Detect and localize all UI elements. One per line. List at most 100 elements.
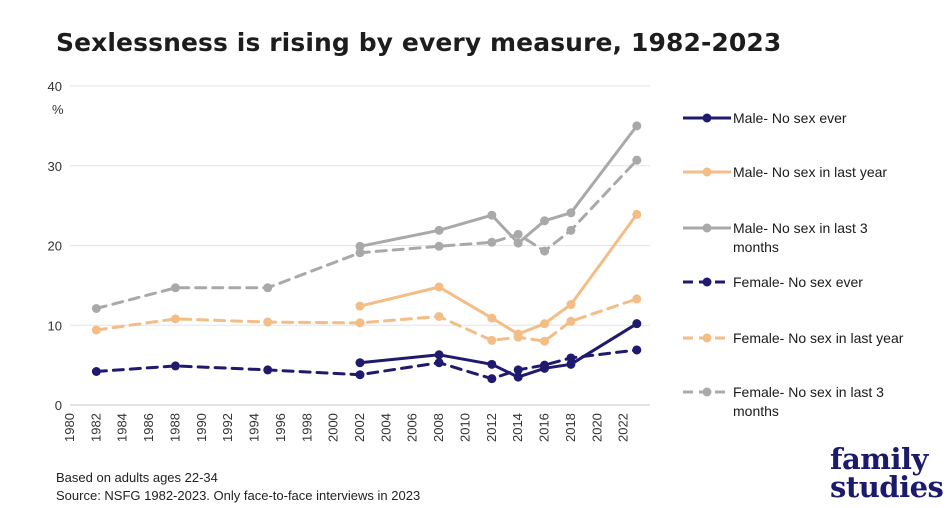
x-tick-label-2010: 2010 (457, 413, 472, 442)
footnote-sample: Based on adults ages 22-34 (56, 470, 218, 485)
legend-label-1: Male- No sex ever (733, 110, 847, 126)
brand-logo-studies: studies (830, 470, 944, 504)
data-point-s2-2002 (355, 301, 365, 311)
data-point-s1-2002 (355, 358, 365, 368)
x-tick-label-2020: 2020 (589, 413, 604, 442)
data-point-s4-1988 (170, 361, 180, 371)
x-tick-label-1984: 1984 (115, 413, 130, 442)
data-point-s1-2018 (566, 359, 576, 369)
x-tick-label-2016: 2016 (537, 413, 552, 442)
data-point-s6-1982 (91, 304, 101, 314)
data-point-s6-2014 (513, 229, 523, 239)
data-point-s4-1982 (91, 367, 101, 377)
x-tick-label-1988: 1988 (167, 413, 182, 442)
data-point-s1-2023 (632, 319, 642, 329)
data-point-s5-2012 (487, 335, 497, 345)
x-tick-label-1990: 1990 (194, 413, 209, 442)
data-point-s6-2023 (632, 155, 642, 165)
x-tick-label-1996: 1996 (273, 413, 288, 442)
data-point-s1-2008 (434, 350, 444, 360)
data-point-s2-2016 (540, 319, 550, 329)
legend-marker-1 (702, 113, 712, 123)
data-point-s4-2023 (632, 345, 642, 355)
x-tick-label-2004: 2004 (378, 413, 393, 442)
legend-marker-3 (702, 223, 712, 233)
data-point-s5-2016 (540, 336, 550, 346)
axes: 0 10 20 30 40% 1980 1982 1984 1986 1988 1990 1992 19… (48, 79, 631, 442)
x-tick-label-2014: 2014 (510, 413, 525, 442)
data-point-s3-2012 (487, 210, 497, 220)
data-point-s5-1982 (91, 325, 101, 335)
brand-logo-family: family (830, 442, 928, 476)
x-tick-label-2012: 2012 (484, 413, 499, 442)
data-point-s6-1995 (263, 283, 273, 293)
y-axis-unit-label: % (52, 102, 64, 117)
chart-title: Sexlessness is rising by every measure, … (56, 28, 782, 57)
data-point-s4-2014 (513, 365, 523, 375)
legend-label-6: Female- No sex in last 3 (733, 384, 884, 400)
data-point-s3-2008 (434, 225, 444, 235)
data-point-s6-2016 (540, 246, 550, 256)
legend-label-3-line2: months (733, 239, 779, 255)
data-point-s1-2012 (487, 359, 497, 369)
footnote-source: Source: NSFG 1982-2023. Only face-to-fac… (56, 488, 421, 503)
legend-marker-5 (702, 333, 712, 343)
data-point-s5-1995 (263, 317, 273, 327)
data-point-s2-2023 (632, 209, 642, 219)
y-tick-label-40: 40 (48, 79, 62, 94)
series-line-2 (358, 212, 639, 336)
data-point-s3-2016 (540, 216, 550, 226)
data-point-s1-2014 (513, 372, 523, 382)
y-tick-label-10: 10 (48, 318, 62, 333)
x-tick-label-2006: 2006 (405, 413, 420, 442)
data-point-s3-2023 (632, 121, 642, 131)
x-tick-label-2022: 2022 (616, 413, 631, 442)
data-point-s3-2018 (566, 208, 576, 218)
data-point-s6-2002 (355, 248, 365, 258)
legend-label-5: Female- No sex in last year (733, 330, 904, 346)
data-point-s4-2008 (434, 358, 444, 368)
legend-label-4: Female- No sex ever (733, 274, 863, 290)
data-point-s5-1988 (170, 314, 180, 324)
series-line-4 (94, 348, 639, 381)
x-tick-label-2008: 2008 (431, 413, 446, 442)
data-point-s2-2008 (434, 282, 444, 292)
x-tick-label-2018: 2018 (563, 413, 578, 442)
x-tick-label-1998: 1998 (299, 413, 314, 442)
legend-label-3: Male- No sex in last 3 (733, 220, 868, 236)
data-point-s3-2002 (355, 241, 365, 251)
data-point-s6-1988 (170, 283, 180, 293)
legend-label-6-line2: months (733, 403, 779, 419)
data-point-s5-2002 (355, 318, 365, 328)
data-point-s3-2014 (513, 238, 523, 248)
data-point-s5-2014 (513, 332, 523, 342)
data-point-s2-2018 (566, 300, 576, 310)
series-line-3 (358, 124, 639, 248)
data-point-s6-2008 (434, 241, 444, 251)
y-tick-label-0: 0 (55, 398, 62, 413)
data-point-s4-2012 (487, 374, 497, 384)
legend-label-2: Male- No sex in last year (733, 164, 887, 180)
data-point-s4-2002 (355, 370, 365, 380)
series-group (91, 121, 642, 384)
series-line-5 (94, 297, 639, 343)
data-point-s4-2018 (566, 353, 576, 363)
data-point-s6-2018 (566, 225, 576, 235)
data-point-s4-2016 (540, 360, 550, 370)
series-line-6 (94, 158, 639, 310)
y-tick-label-20: 20 (48, 239, 62, 254)
x-tick-label-1992: 1992 (220, 413, 235, 442)
data-point-s2-2012 (487, 313, 497, 323)
x-tick-label-1980: 1980 (62, 413, 77, 442)
x-tick-label-2000: 2000 (326, 413, 341, 442)
x-tick-label-1986: 1986 (141, 413, 156, 442)
legend-marker-6 (702, 387, 712, 397)
x-tick-label-2002: 2002 (352, 413, 367, 442)
legend-marker-4 (702, 277, 712, 287)
legend-marker-2 (702, 167, 712, 177)
data-point-s5-2008 (434, 311, 444, 321)
data-point-s4-1995 (263, 365, 273, 375)
y-tick-label-30: 30 (48, 159, 62, 174)
x-tick-label-1982: 1982 (88, 413, 103, 442)
